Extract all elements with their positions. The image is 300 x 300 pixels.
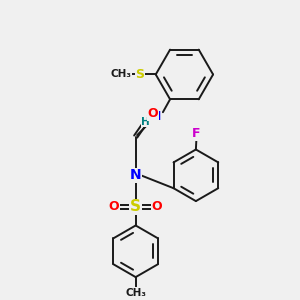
Text: N: N xyxy=(151,110,161,123)
Text: CH₃: CH₃ xyxy=(125,288,146,298)
Text: O: O xyxy=(148,107,158,120)
Text: F: F xyxy=(192,127,200,140)
Text: S: S xyxy=(130,199,141,214)
Text: S: S xyxy=(136,68,145,81)
Text: N: N xyxy=(130,168,142,182)
Text: O: O xyxy=(109,200,119,213)
Text: CH₃: CH₃ xyxy=(111,70,132,80)
Text: H: H xyxy=(141,117,150,127)
Text: O: O xyxy=(152,200,163,213)
